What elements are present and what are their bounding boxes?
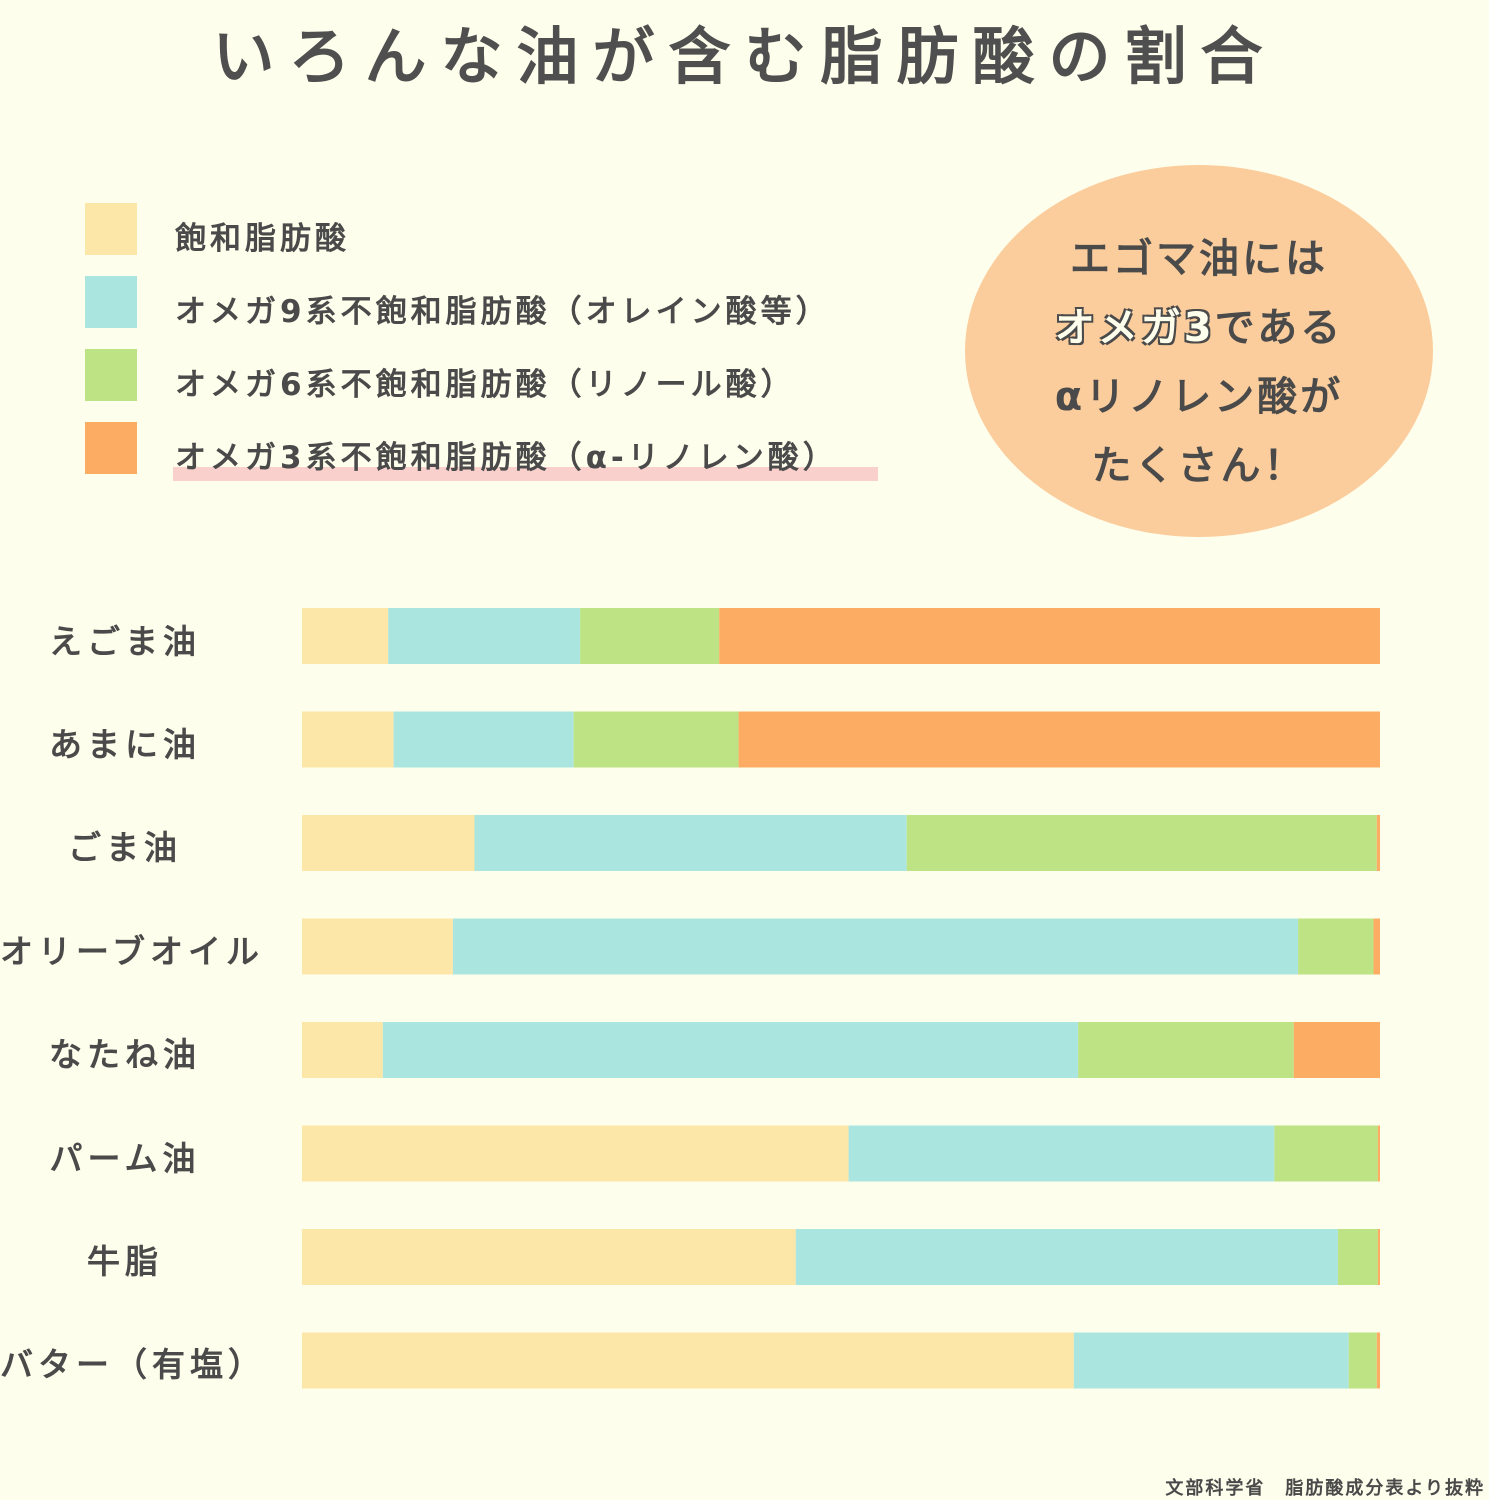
bar-segment-7-omega6 [1337,1229,1378,1285]
bar-segment-4-omega3 [1373,918,1380,975]
bar-segment-8-omega6 [1348,1332,1377,1389]
bar-segment-2-omega3 [738,711,1380,768]
bar-segment-3-omega9 [474,815,907,871]
chart-title: いろんな油が含む脂肪酸の割合 [212,20,1277,93]
callout-line-2-rest: である [1214,305,1344,351]
bar-segment-5-omega9 [382,1022,1079,1078]
legend-swatch-omega9 [85,276,137,328]
callout-line-3: αリノレン酸が [1054,374,1344,420]
callout-line-4: たくさん！ [1091,443,1307,489]
legend-item-omega6: オメガ6系不飽和脂肪酸（リノール酸） [85,349,905,403]
legend-item-saturated: 飽和脂肪酸 [85,203,905,257]
bar-segment-3-omega3 [1376,815,1380,871]
bar-segment-6-omega9 [848,1125,1275,1182]
bar-segment-7-saturated [302,1229,796,1285]
callout-bubble [965,165,1433,537]
category-label-beef-tallow: 牛脂 [87,1242,163,1281]
bar-segment-1-omega3 [719,608,1380,664]
bar-segment-1-omega6 [580,608,720,664]
bar-segment-7-omega3 [1377,1229,1380,1285]
bar-segment-5-saturated [302,1022,383,1078]
callout-highlight: オメガ3 [1054,305,1215,351]
legend-item-omega9: オメガ9系不飽和脂肪酸（オレイン酸等） [85,276,905,330]
legend-label-saturated: 飽和脂肪酸 [175,221,350,257]
bar-segment-4-saturated [302,918,453,975]
legend-swatch-omega3 [85,422,137,474]
bar-segment-3-omega6 [906,815,1377,871]
bar-segment-8-saturated [302,1332,1074,1389]
category-label-butter: バター（有塩） [0,1345,266,1384]
bar-segment-3-saturated [302,815,475,871]
bar-segment-4-omega6 [1298,918,1374,975]
category-label-goma: ごま油 [68,828,182,867]
category-label-egoma: えごま油 [49,622,201,661]
bar-segment-6-omega3 [1377,1125,1380,1182]
bar-segment-1-omega9 [388,608,581,664]
category-label-natane: なたね油 [49,1035,201,1074]
legend-swatch-omega6 [85,349,137,401]
callout-line-1: エゴマ油には [1070,236,1328,282]
bar-segment-5-omega3 [1293,1022,1380,1078]
bar-segment-7-omega9 [795,1229,1338,1285]
bar-segment-6-saturated [302,1125,849,1182]
bar-segment-1-saturated [302,608,389,664]
callout-text: エゴマ油には オメガ3である αリノレン酸が たくさん！ [965,225,1433,501]
bar-segment-2-omega6 [573,711,739,768]
category-label-olive: オリーブオイル [0,932,265,971]
bar-segment-8-omega9 [1073,1332,1349,1389]
source-note: 文部科学省 脂肪酸成分表より抜粋 [1165,1478,1485,1499]
category-label-palm: パーム油 [49,1139,201,1178]
legend-label-omega9: オメガ9系不飽和脂肪酸（オレイン酸等） [175,294,831,330]
legend-label-omega3: オメガ3系不飽和脂肪酸（α-リノレン酸） [175,440,838,476]
legend-item-omega3: オメガ3系不飽和脂肪酸（α-リノレン酸） [85,422,905,481]
legend-highlight-underline [173,467,878,481]
callout-line-2: オメガ3である [965,294,1433,363]
bar-segment-4-omega9 [452,918,1299,975]
category-label-amani: あまに油 [49,725,201,764]
bar-segment-6-omega6 [1274,1125,1378,1182]
bar-segment-2-omega9 [393,711,574,768]
legend-label-omega6: オメガ6系不飽和脂肪酸（リノール酸） [175,367,796,403]
bar-segment-2-saturated [302,711,394,768]
legend-swatch-saturated [85,203,137,255]
bar-segment-8-omega3 [1376,1332,1380,1389]
bar-segment-5-omega6 [1078,1022,1294,1078]
